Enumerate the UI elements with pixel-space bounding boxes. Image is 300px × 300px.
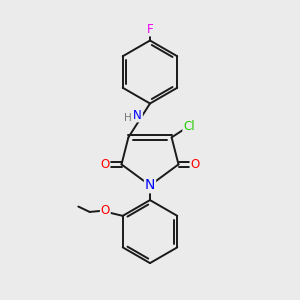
Text: O: O: [190, 158, 200, 171]
Text: O: O: [101, 204, 110, 217]
Text: O: O: [100, 158, 109, 171]
Text: H: H: [124, 113, 132, 123]
Text: Cl: Cl: [183, 119, 195, 133]
Text: F: F: [147, 22, 153, 36]
Text: N: N: [145, 178, 155, 192]
Text: N: N: [133, 109, 142, 122]
